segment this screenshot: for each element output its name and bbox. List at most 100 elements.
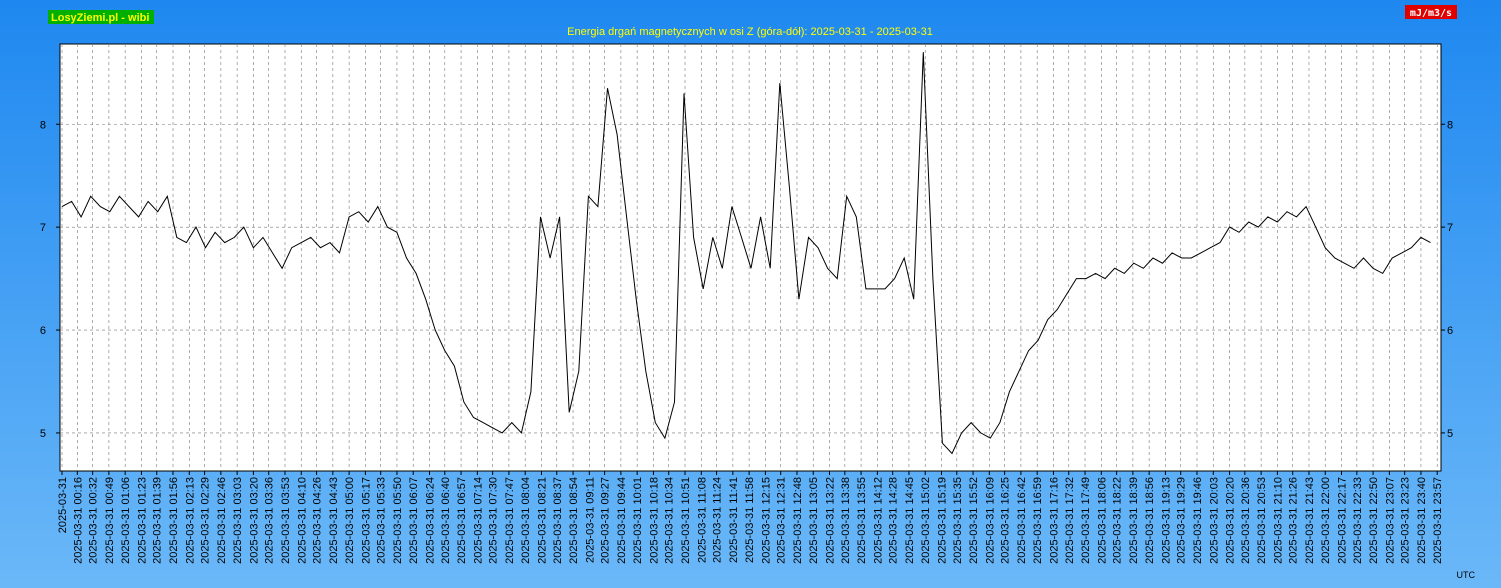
x-tick-label: 2025-03-31 xyxy=(57,477,69,533)
x-tick-label: 2025-03-31 10:51 xyxy=(680,477,692,564)
x-tick-label: 2025-03-31 23:07 xyxy=(1384,477,1396,564)
x-tick-label: 2025-03-31 05:50 xyxy=(392,477,404,564)
x-tick-label: 2025-03-31 11:24 xyxy=(712,477,724,563)
x-tick-label: 2025-03-31 13:38 xyxy=(840,477,852,564)
x-tick-label: 2025-03-31 00:32 xyxy=(88,477,100,564)
x-axis-label: UTC xyxy=(1457,570,1476,580)
x-tick-label: 2025-03-31 08:04 xyxy=(520,477,532,564)
x-tick-label: 2025-03-31 05:17 xyxy=(360,477,372,564)
x-tick-label: 2025-03-31 02:13 xyxy=(184,477,196,564)
plot-area xyxy=(59,43,1442,472)
x-tick-label: 2025-03-31 07:14 xyxy=(472,477,484,564)
x-tick-label: 2025-03-31 16:09 xyxy=(984,477,996,564)
x-tick-label: 2025-03-31 13:55 xyxy=(856,477,868,564)
x-tick-label: 2025-03-31 19:13 xyxy=(1160,477,1172,564)
x-tick-label: 2025-03-31 18:56 xyxy=(1144,477,1156,564)
x-tick-label: 2025-03-31 04:43 xyxy=(328,477,340,564)
x-tick-label: 2025-03-31 07:47 xyxy=(504,477,516,564)
x-tick-label: 2025-03-31 11:08 xyxy=(696,477,708,563)
x-tick-label: 2025-03-31 22:33 xyxy=(1352,477,1364,564)
x-tick-label: 2025-03-31 02:29 xyxy=(200,477,212,564)
x-tick-label: 2025-03-31 10:01 xyxy=(632,477,644,564)
y2-tick-label: 7 xyxy=(1447,222,1453,234)
x-tick-label: 2025-03-31 10:18 xyxy=(648,477,660,564)
x-tick-label: 2025-03-31 16:59 xyxy=(1032,477,1044,564)
x-tick-label: 2025-03-31 23:57 xyxy=(1432,477,1444,564)
y2-tick-label: 6 xyxy=(1447,325,1453,337)
x-tick-label: 2025-03-31 01:23 xyxy=(136,477,148,564)
x-tick-label: 2025-03-31 19:46 xyxy=(1192,477,1204,564)
x-tick-label: 2025-03-31 05:00 xyxy=(344,477,356,564)
x-tick-label: 2025-03-31 23:23 xyxy=(1400,477,1412,564)
x-tick-label: 2025-03-31 13:22 xyxy=(825,477,837,564)
x-tick-label: 2025-03-31 05:33 xyxy=(376,477,388,564)
x-tick-label: 2025-03-31 03:03 xyxy=(232,477,244,564)
x-tick-label: 2025-03-31 21:43 xyxy=(1304,477,1316,564)
x-tick-label: 2025-03-31 07:30 xyxy=(488,477,500,564)
x-tick-label: 2025-03-31 08:21 xyxy=(536,477,548,564)
x-tick-label: 2025-03-31 00:16 xyxy=(72,477,84,564)
x-tick-label: 2025-03-31 21:10 xyxy=(1272,477,1284,564)
x-tick-label: 2025-03-31 08:54 xyxy=(568,477,580,564)
x-tick-label: 2025-03-31 11:58 xyxy=(744,477,756,563)
x-tick-label: 2025-03-31 20:36 xyxy=(1240,477,1252,564)
x-tick-label: 2025-03-31 10:34 xyxy=(664,477,676,564)
y-tick-label: 6 xyxy=(40,325,46,337)
x-tick-label: 2025-03-31 03:53 xyxy=(280,477,292,564)
x-tick-label: 2025-03-31 22:50 xyxy=(1368,477,1380,564)
x-tick-label: 2025-03-31 21:26 xyxy=(1288,477,1300,564)
chart-title: Energia drgań magnetycznych w osi Z (gór… xyxy=(567,26,933,38)
x-tick-label: 2025-03-31 11:41 xyxy=(728,477,740,563)
data-line xyxy=(61,52,1431,455)
x-tick-label: 2025-03-31 20:53 xyxy=(1256,477,1268,564)
x-tick-label: 2025-03-31 15:35 xyxy=(952,477,964,564)
x-tick-label: 2025-03-31 04:26 xyxy=(312,477,324,564)
y-tick-label: 7 xyxy=(40,222,46,234)
x-tick-label: 2025-03-31 02:46 xyxy=(216,477,228,564)
x-tick-label: 2025-03-31 03:36 xyxy=(264,477,276,564)
x-tick-label: 2025-03-31 12:15 xyxy=(760,477,772,564)
x-tick-label: 2025-03-31 00:49 xyxy=(104,477,116,564)
x-tick-label: 2025-03-31 14:12 xyxy=(872,477,884,564)
x-tick-label: 2025-03-31 12:31 xyxy=(776,477,788,564)
x-tick-label: 2025-03-31 22:00 xyxy=(1320,477,1332,564)
x-tick-label: 2025-03-31 20:03 xyxy=(1208,477,1220,564)
x-tick-label: 2025-03-31 12:48 xyxy=(792,477,804,564)
x-tick-label: 2025-03-31 16:25 xyxy=(1000,477,1012,564)
x-tick-label: 2025-03-31 17:16 xyxy=(1048,477,1060,564)
x-tick-label: 2025-03-31 01:39 xyxy=(152,477,164,564)
x-tick-label: 2025-03-31 17:32 xyxy=(1064,477,1076,564)
x-tick-label: 2025-03-31 15:19 xyxy=(936,477,948,564)
y2-tick-label: 5 xyxy=(1447,428,1453,440)
x-tick-label: 2025-03-31 06:07 xyxy=(408,477,420,564)
x-tick-label: 2025-03-31 09:27 xyxy=(600,477,612,564)
x-tick-label: 2025-03-31 14:28 xyxy=(888,477,900,564)
x-tick-label: 2025-03-31 09:11 xyxy=(584,477,596,563)
x-tick-label: 2025-03-31 06:57 xyxy=(456,477,468,564)
y2-tick-label: 8 xyxy=(1447,119,1453,131)
x-tick-label: 2025-03-31 23:40 xyxy=(1416,477,1428,564)
unit-label: mJ/m3/s xyxy=(1410,8,1452,19)
x-tick-label: 2025-03-31 06:40 xyxy=(440,477,452,564)
x-tick-label: 2025-03-31 06:24 xyxy=(424,477,436,564)
source-label: LosyZiemi.pl - wibi xyxy=(51,12,149,24)
x-tick-label: 2025-03-31 01:06 xyxy=(120,477,132,564)
x-tick-label: 2025-03-31 08:37 xyxy=(552,477,564,564)
x-tick-label: 2025-03-31 20:20 xyxy=(1225,477,1237,564)
x-tick-label: 2025-03-31 19:29 xyxy=(1176,477,1188,564)
x-tick-label: 2025-03-31 16:42 xyxy=(1016,477,1028,564)
x-tick-label: 2025-03-31 04:10 xyxy=(296,477,308,564)
x-tick-label: 2025-03-31 15:52 xyxy=(968,477,980,564)
x-tick-label: 2025-03-31 22:17 xyxy=(1337,477,1349,564)
y-tick-label: 8 xyxy=(40,119,46,131)
x-tick-label: 2025-03-31 14:45 xyxy=(904,477,916,564)
x-tick-label: 2025-03-31 01:56 xyxy=(168,477,180,564)
x-tick-label: 2025-03-31 18:06 xyxy=(1096,477,1108,564)
x-tick-label: 2025-03-31 18:22 xyxy=(1112,477,1124,564)
x-tick-label: 2025-03-31 03:20 xyxy=(248,477,260,564)
x-tick-label: 2025-03-31 17:49 xyxy=(1080,477,1092,564)
y-tick-label: 5 xyxy=(40,428,46,440)
unit-badge xyxy=(1405,5,1457,19)
